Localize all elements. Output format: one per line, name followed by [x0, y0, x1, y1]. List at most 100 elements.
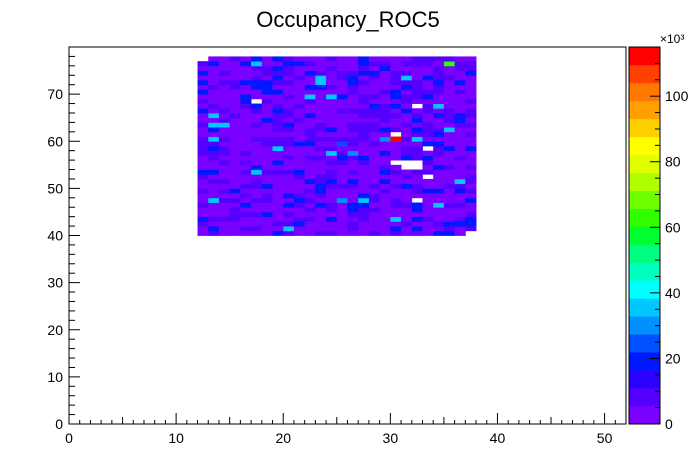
heatmap-cell — [443, 150, 456, 156]
heatmap-cell — [422, 193, 434, 199]
heatmap-cell — [229, 160, 241, 166]
heatmap-cell — [304, 230, 316, 236]
heatmap-cell — [218, 211, 231, 218]
heatmap-cell — [368, 56, 381, 62]
heatmap-cell — [261, 221, 273, 227]
heatmap-cell — [379, 202, 391, 208]
heatmap-cell — [368, 183, 381, 189]
heatmap-cell — [251, 202, 263, 208]
heatmap-cell — [326, 75, 338, 81]
heatmap-cell — [208, 226, 220, 232]
heatmap-cell — [197, 202, 209, 208]
heatmap-cell — [433, 103, 445, 109]
heatmap-cell — [304, 211, 316, 218]
heatmap-cell — [251, 211, 263, 218]
heatmap-cell — [347, 94, 359, 100]
heatmap-cell — [293, 155, 306, 161]
palette-segment — [629, 352, 660, 371]
heatmap-cell — [251, 75, 263, 81]
heatmap-cell — [251, 65, 263, 71]
heatmap-cell — [261, 141, 273, 147]
heatmap-cell — [315, 230, 327, 236]
heatmap-cell — [443, 61, 456, 67]
heatmap-cell — [454, 56, 466, 62]
heatmap-cell — [347, 226, 359, 232]
heatmap-cell — [251, 216, 263, 222]
heatmap-cell — [197, 178, 209, 185]
heatmap-cell — [347, 174, 359, 180]
heatmap-cell — [218, 84, 231, 90]
heatmap-cell — [229, 84, 241, 90]
heatmap-cell — [229, 145, 241, 152]
heatmap-cell — [240, 183, 252, 189]
heatmap-cell — [229, 65, 241, 71]
heatmap-cell — [358, 221, 370, 227]
heatmap-cell — [283, 122, 295, 128]
heatmap-cell — [251, 136, 263, 142]
heatmap-cell — [283, 75, 295, 81]
heatmap-cell — [454, 61, 466, 67]
heatmap-cell — [283, 178, 295, 185]
heatmap-cell — [283, 150, 295, 156]
heatmap-cell — [315, 141, 327, 147]
heatmap-cell — [293, 103, 306, 109]
heatmap-cell — [368, 145, 381, 152]
heatmap-cell — [465, 141, 477, 147]
heatmap-cell — [433, 221, 445, 227]
heatmap-cell — [411, 221, 423, 227]
heatmap-cell — [422, 202, 434, 208]
heatmap-cell — [229, 94, 241, 100]
heatmap-cell — [304, 160, 316, 166]
x-tick-label: 40 — [490, 430, 506, 446]
heatmap-cell — [422, 164, 434, 170]
palette-segment — [629, 406, 660, 425]
heatmap-cell — [304, 84, 316, 90]
heatmap-cell — [390, 56, 402, 62]
heatmap-cell — [261, 56, 273, 62]
heatmap-cell — [283, 145, 295, 152]
heatmap-cell — [433, 70, 445, 76]
heatmap-cell — [443, 136, 456, 142]
heatmap-cell — [401, 178, 413, 185]
heatmap-cell — [326, 155, 338, 161]
heatmap-cell — [358, 103, 370, 109]
heatmap-cell — [358, 56, 370, 62]
heatmap-cell — [368, 202, 381, 208]
heatmap-cell — [315, 226, 327, 232]
heatmap-cell — [401, 216, 413, 222]
heatmap-cell — [401, 112, 413, 119]
heatmap-cell — [465, 160, 477, 166]
heatmap-cell — [293, 117, 306, 123]
heatmap-cell — [272, 211, 284, 218]
heatmap-cell — [251, 230, 263, 236]
heatmap-cell — [411, 193, 423, 199]
heatmap-cell — [208, 174, 220, 180]
heatmap-cell — [272, 230, 284, 236]
heatmap-cell — [197, 94, 209, 100]
heatmap-cell — [197, 169, 209, 175]
heatmap-cell — [326, 94, 338, 100]
heatmap-cell — [422, 75, 434, 81]
heatmap-cell — [304, 98, 316, 104]
heatmap-cell — [358, 136, 370, 142]
heatmap-cell — [347, 202, 359, 208]
heatmap-cell — [229, 108, 241, 114]
heatmap-cell — [379, 145, 391, 152]
heatmap-cell — [433, 108, 445, 114]
heatmap-cell — [465, 89, 477, 95]
heatmap-cell — [422, 178, 434, 185]
palette-segment — [629, 388, 660, 407]
heatmap-cell — [315, 211, 327, 218]
heatmap-cell — [347, 84, 359, 90]
heatmap-cell — [411, 216, 423, 222]
heatmap-cell — [422, 136, 434, 142]
heatmap-cell — [326, 178, 338, 185]
heatmap-cell — [283, 98, 295, 104]
colorbar-tick-label: 80 — [665, 154, 681, 170]
heatmap-cell — [315, 94, 327, 100]
colorbar-tick-label: 0 — [665, 416, 673, 432]
heatmap-cell — [251, 188, 263, 194]
heatmap-cell — [251, 112, 263, 119]
chart-title: Occupancy_ROC5 — [256, 7, 439, 32]
heatmap-cell — [390, 70, 402, 76]
